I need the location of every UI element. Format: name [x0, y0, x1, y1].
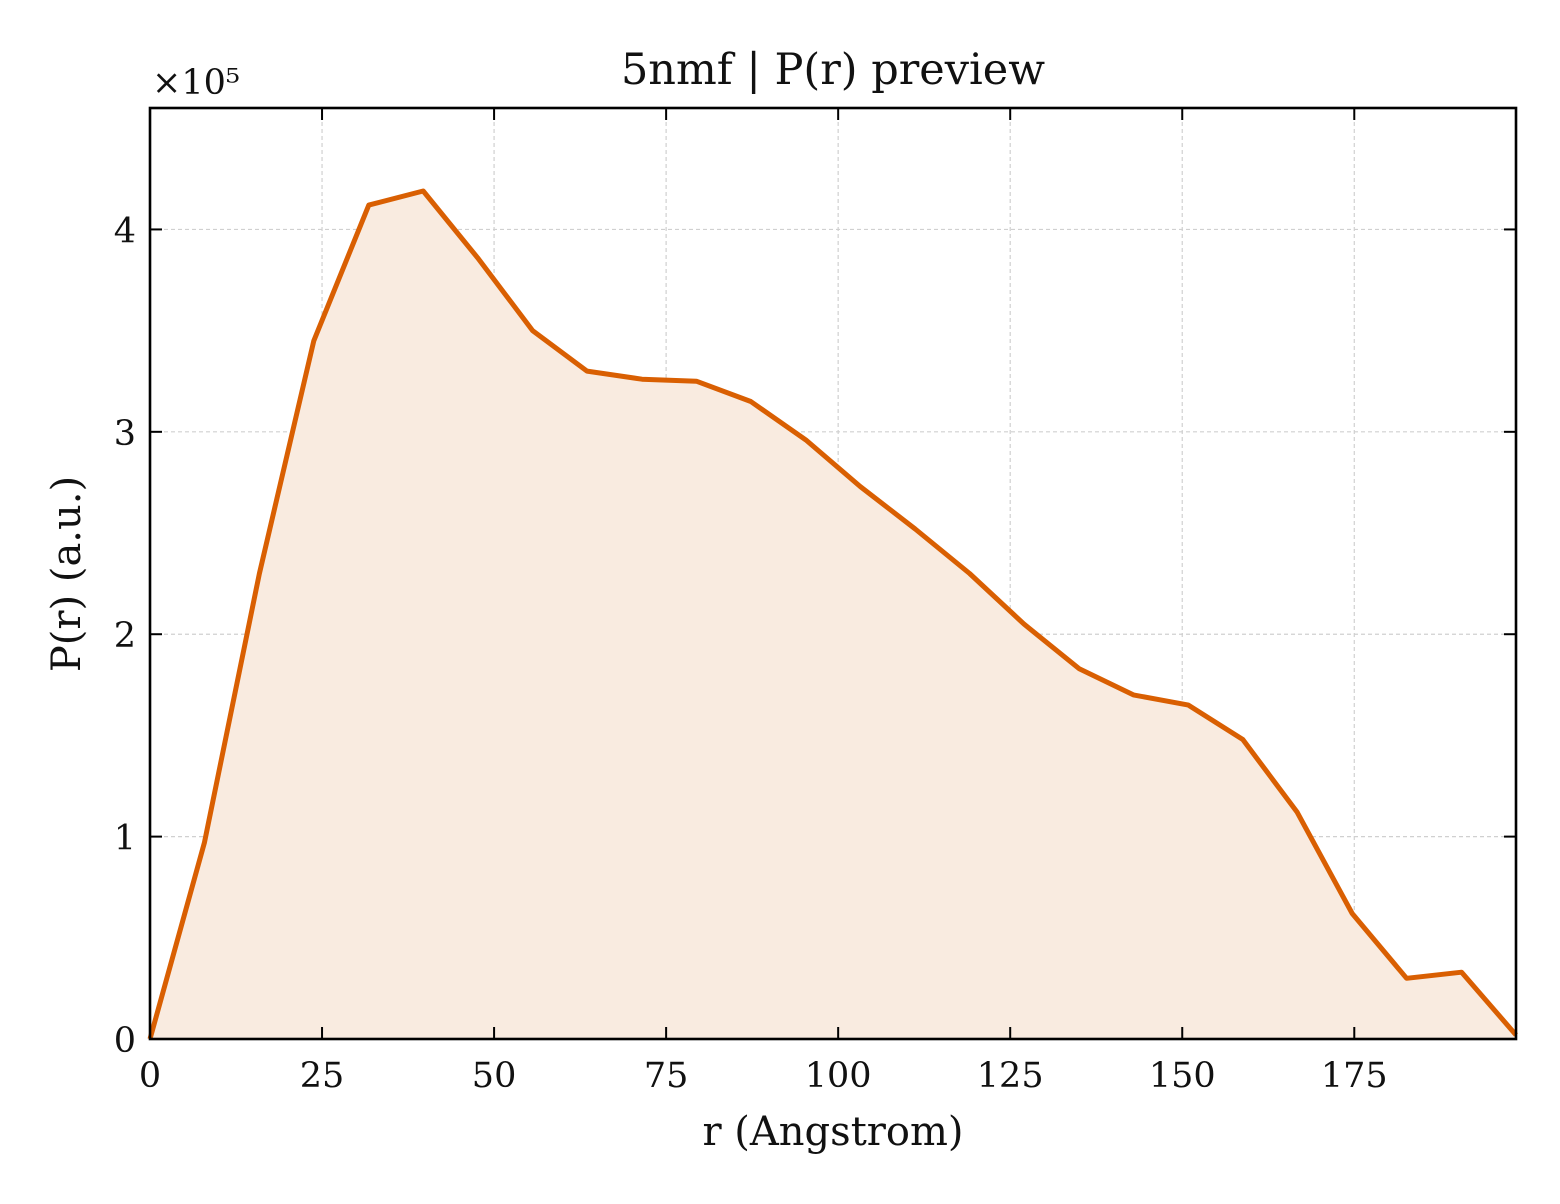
- x-tick-label: 25: [300, 1056, 345, 1096]
- y-axis-label: P(r) (a.u.): [44, 476, 90, 672]
- ticks: [149, 108, 1516, 1040]
- area-fill: [150, 191, 1516, 1039]
- tick-labels: 0 25 50 75 100 125 150 175 0 1 2 3 4: [114, 211, 1388, 1096]
- plot-frame: [148, 106, 1518, 1041]
- x-tick-label: 150: [1149, 1056, 1216, 1096]
- x-tick-label: 50: [472, 1056, 517, 1096]
- x-axis-label: r (Angstrom): [702, 1109, 963, 1155]
- chart-title: 5nmf | P(r) preview: [621, 45, 1045, 95]
- x-tick-label: 125: [977, 1056, 1044, 1096]
- y-tick-label: 4: [114, 211, 136, 251]
- x-tick-label: 175: [1321, 1056, 1388, 1096]
- x-tick-label: 100: [805, 1056, 872, 1096]
- y-tick-label: 3: [114, 414, 136, 454]
- y-multiplier-label: ×10⁵: [152, 63, 240, 103]
- y-tick-label: 0: [114, 1021, 136, 1061]
- series-line: [147, 188, 1518, 1040]
- x-tick-label: 75: [644, 1056, 689, 1096]
- y-tick-label: 1: [114, 819, 136, 859]
- y-tick-label: 2: [114, 616, 136, 656]
- x-tick-label: 0: [139, 1056, 161, 1096]
